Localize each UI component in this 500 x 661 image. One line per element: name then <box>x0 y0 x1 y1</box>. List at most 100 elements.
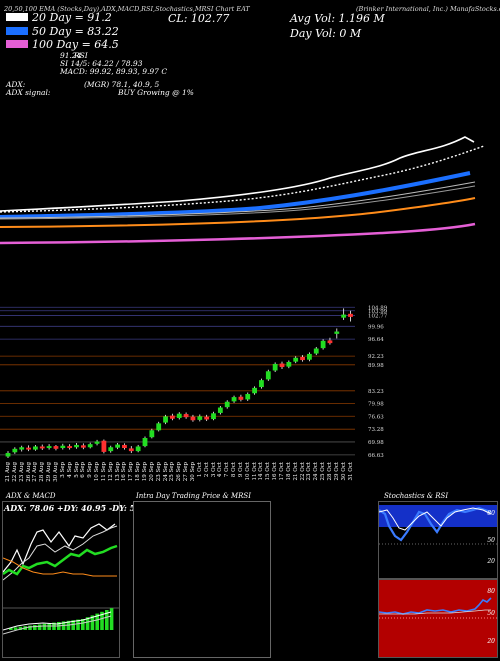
stoch-panel: 80 50 20 <box>378 501 498 579</box>
macd-bar <box>42 623 47 630</box>
macd-bar <box>13 627 18 630</box>
ma-legend: 20,50,100 EMA (Stocks,Day),ADX,MACD,RSI,… <box>4 5 250 13</box>
date-label: 26 Sep <box>176 462 183 482</box>
candle-body <box>307 353 312 360</box>
candle-body <box>135 446 141 452</box>
price-axis-label: 102.77 <box>368 313 388 319</box>
date-label: 23 Sep <box>155 462 162 482</box>
date-label: 9 Oct <box>237 462 244 478</box>
price-axis-label: 92.23 <box>368 354 384 360</box>
date-label: 30 Oct <box>340 462 347 481</box>
ema100-line <box>0 222 476 245</box>
candle-body <box>74 444 79 448</box>
rsi-tick-80: 80 <box>487 588 495 595</box>
date-label: 4 Sep <box>66 462 73 478</box>
day-volume: Day Vol: 0 M <box>290 27 362 40</box>
date-label: 11 Sep <box>100 462 107 482</box>
price-axis-label: 104.89 <box>368 305 388 311</box>
candle-body <box>320 340 326 349</box>
candle-body <box>197 416 203 420</box>
stoch-lines <box>378 505 497 545</box>
price-axis-label: 103.99 <box>368 309 388 315</box>
candle-body <box>60 445 66 449</box>
price-axis-label: 66.63 <box>368 453 384 459</box>
candle-body <box>224 401 230 408</box>
price-axis-label: 99.96 <box>368 324 384 330</box>
macd-bar <box>9 628 13 630</box>
candle-body <box>94 441 100 444</box>
candle-body <box>341 314 347 318</box>
date-label: 7 Oct <box>224 462 231 478</box>
macd-bar <box>105 610 109 630</box>
macd-bar <box>90 615 95 630</box>
macd-bar <box>37 624 42 630</box>
candle-body <box>170 415 175 419</box>
ema-gray-2 <box>0 185 476 220</box>
date-label: 23 Aug <box>18 462 25 482</box>
price-axis-label: 73.28 <box>368 427 384 433</box>
price-axis-label: 79.98 <box>368 401 384 407</box>
ema-gray-1 <box>0 181 476 219</box>
date-label: 13 Sep <box>114 462 121 482</box>
date-label: 3 Sep <box>59 462 66 478</box>
date-label: 6 Sep <box>80 462 87 478</box>
ema100-swatch <box>6 40 28 48</box>
rsi-label: RSI <box>74 51 88 60</box>
date-label: 5 Sep <box>73 462 80 478</box>
candle-body <box>348 313 353 317</box>
candle-body <box>204 416 210 420</box>
date-label: 30 Aug <box>52 462 59 482</box>
date-label: 29 Aug <box>46 462 53 482</box>
candle-body <box>190 416 196 421</box>
date-label: 25 Sep <box>169 462 176 482</box>
stoch-label: SI 14/5: 64.22 / 78.93 <box>60 59 143 68</box>
candle-body <box>156 423 162 431</box>
ema20-dotted <box>0 145 485 213</box>
date-label: 24 Oct <box>313 462 320 481</box>
macd-label: MACD: 99.92, 89.93, 9.97 C <box>60 67 168 76</box>
buy-signal: BUY Growing @ 1% <box>118 88 194 97</box>
candle-body <box>101 440 107 452</box>
macd-line-1 <box>3 611 112 631</box>
candle-body <box>115 444 120 448</box>
date-label: 9 Sep <box>87 462 94 478</box>
macd-bar <box>71 620 75 630</box>
candle-body <box>128 448 134 452</box>
stoch-white <box>378 507 492 531</box>
date-label: 15 Oct <box>265 462 272 481</box>
price-axis-label: 76.63 <box>368 414 384 420</box>
macd-bar <box>33 625 37 630</box>
candle-body <box>279 363 285 368</box>
date-label: 14 Oct <box>258 462 265 481</box>
ema50-swatch <box>6 27 28 35</box>
adx-label: ADX: <box>6 80 26 89</box>
date-label: 20 Sep <box>148 462 155 482</box>
rsi-white <box>379 609 491 615</box>
candle-body <box>149 430 155 438</box>
date-label: 21 Aug <box>5 462 11 482</box>
company-name: (Brinker International, Inc.) ManafaStoc… <box>356 5 500 13</box>
candle-body <box>33 446 38 450</box>
candle-body <box>53 446 59 449</box>
close-price: CL: 102.77 <box>168 12 230 25</box>
candle-body <box>142 438 148 447</box>
macd-bar <box>18 626 23 630</box>
macd-bar <box>85 617 90 630</box>
date-label: 21 Oct <box>292 462 299 481</box>
candle-body <box>327 340 333 344</box>
price-axis-label: 69.98 <box>368 440 384 446</box>
candle-body <box>19 447 25 450</box>
rsi-blue <box>378 597 492 615</box>
candle-body <box>108 447 114 452</box>
macd-bar <box>109 608 114 630</box>
candle-body <box>293 357 299 362</box>
candle-body <box>12 448 18 453</box>
date-label: 12 Sep <box>107 462 114 482</box>
candle-body <box>87 444 93 448</box>
date-label: 28 Oct <box>326 462 333 481</box>
price-axis-label: 83.23 <box>368 389 384 395</box>
candle-body <box>245 394 251 400</box>
stoch-tick-50: 50 <box>487 537 495 544</box>
ema50-label: 50 Day = 83.22 <box>32 25 119 38</box>
